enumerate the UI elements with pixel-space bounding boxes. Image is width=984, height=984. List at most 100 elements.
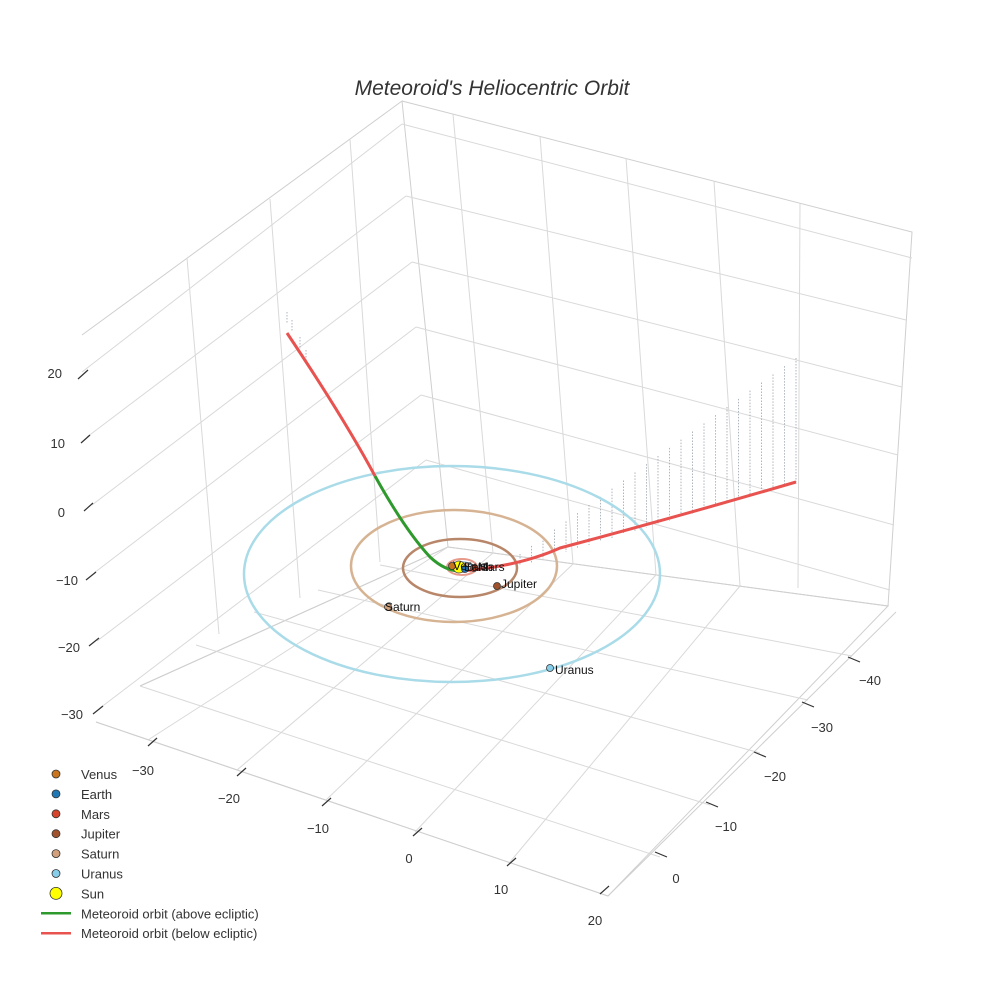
gridline [139,685,661,858]
gridline [253,611,761,754]
earth-label: Earth [464,560,493,574]
venus-marker [448,562,456,570]
z-tick-mark [83,502,94,512]
z-tick-mark [92,705,104,715]
gridline [99,459,427,709]
z-tick-label: 0 [58,505,65,520]
gridline [625,157,657,576]
gridline [425,459,891,591]
legend-marker [51,789,61,799]
legend-label: Mars [81,807,110,822]
legend-label: Saturn [81,847,119,862]
legend-label: Jupiter [81,827,121,842]
legend-marker [51,809,61,819]
x-tick-mark [599,885,610,895]
gridline [797,202,801,589]
y-tick-mark [753,751,767,758]
jupiter-label: Jupiter [501,577,537,591]
gridline [401,123,913,259]
x-tick-label: −30 [132,763,154,778]
y-tick-mark [847,656,861,663]
saturn-orbit [349,508,559,624]
z-tick-mark [85,571,97,581]
y-axis: −40 −30 −20 −10 0 [607,611,897,897]
z-axis: 20 10 0 −10 −20 −30 [48,366,104,722]
mars-label: Mars [478,560,505,574]
legend-label: Meteoroid orbit (below ecliptic) [81,926,257,941]
legend-item[interactable]: Jupiter [51,827,121,842]
y-axis-line [607,611,897,897]
y-tick-mark [654,851,668,858]
gridline [713,180,741,587]
x-tick-mark [412,827,423,837]
legend-item[interactable]: Uranus [51,867,123,882]
y-tick-label: 0 [672,871,679,886]
z-tick-mark [77,369,89,380]
legend-item[interactable]: Meteoroid orbit (above ecliptic) [41,906,259,921]
gridline [269,198,301,599]
gridline [452,113,494,554]
z-tick-label: −10 [56,573,78,588]
x-tick-label: 10 [494,882,508,897]
gridline [236,552,494,771]
legend-marker [51,869,61,878]
z-tick-mark [88,637,100,647]
gridline [411,261,903,388]
gridline [379,564,853,657]
y-tick-mark [801,701,815,708]
mars-marker [470,564,478,572]
uranus-orbit [242,464,662,684]
legend-label: Meteoroid orbit (above ecliptic) [81,906,259,921]
x-tick-mark [236,767,247,777]
legend-item[interactable]: Saturn [51,847,119,862]
jupiter-marker [493,582,501,590]
legend-label: Venus [81,767,118,782]
x-tick-mark [321,797,332,807]
legend-marker [49,887,63,900]
legend-item[interactable]: Meteoroid orbit (below ecliptic) [41,926,257,941]
gridline [81,123,403,373]
gridline [420,394,895,526]
gridline [96,394,422,642]
uranus-label: Uranus [555,663,594,677]
legend-marker [51,769,61,779]
planet-orbits [242,464,662,684]
x-tick-mark [147,737,158,747]
earth-marker [461,565,469,573]
gridline [93,326,417,574]
meteoroid-below-branch-right [461,480,797,573]
gridline [415,326,899,456]
gridline [349,138,381,563]
legend-marker [51,829,61,839]
y-tick-label: −10 [715,819,737,834]
x-tick-label: 0 [405,851,412,866]
legend-item[interactable]: Sun [49,886,104,901]
x-tick-label: −10 [307,821,329,836]
meteoroid-below-branch-left [285,332,377,477]
legend: Venus Earth Mars Jupiter Saturn Uranus Sun Mete… [41,767,259,941]
saturn-marker [384,603,392,611]
z-tick-mark [80,434,91,444]
y-tick-label: −40 [859,673,881,688]
x-axis-line [95,721,609,897]
legend-label: Earth [81,787,112,802]
x-axis: −30 −20 −10 0 10 20 [95,721,610,928]
legend-marker [51,849,61,858]
z-tick-label: 20 [48,366,62,381]
gridline [317,589,809,701]
legend-label: Sun [81,886,104,901]
y-tick-label: −30 [811,720,833,735]
venus-label: Venus [453,559,486,573]
chart-title: Meteoroid's Heliocentric Orbit [355,77,631,100]
gridline [539,135,574,565]
legend-item[interactable]: Venus [51,767,118,782]
legend-item[interactable]: Earth [51,787,112,802]
z-tick-label: 10 [51,436,65,451]
legend-item[interactable]: Mars [51,807,110,822]
gridline [195,644,711,806]
saturn-label: Saturn [385,600,420,614]
z-tick-label: −20 [58,640,80,655]
z-tick-label: −30 [61,707,83,722]
